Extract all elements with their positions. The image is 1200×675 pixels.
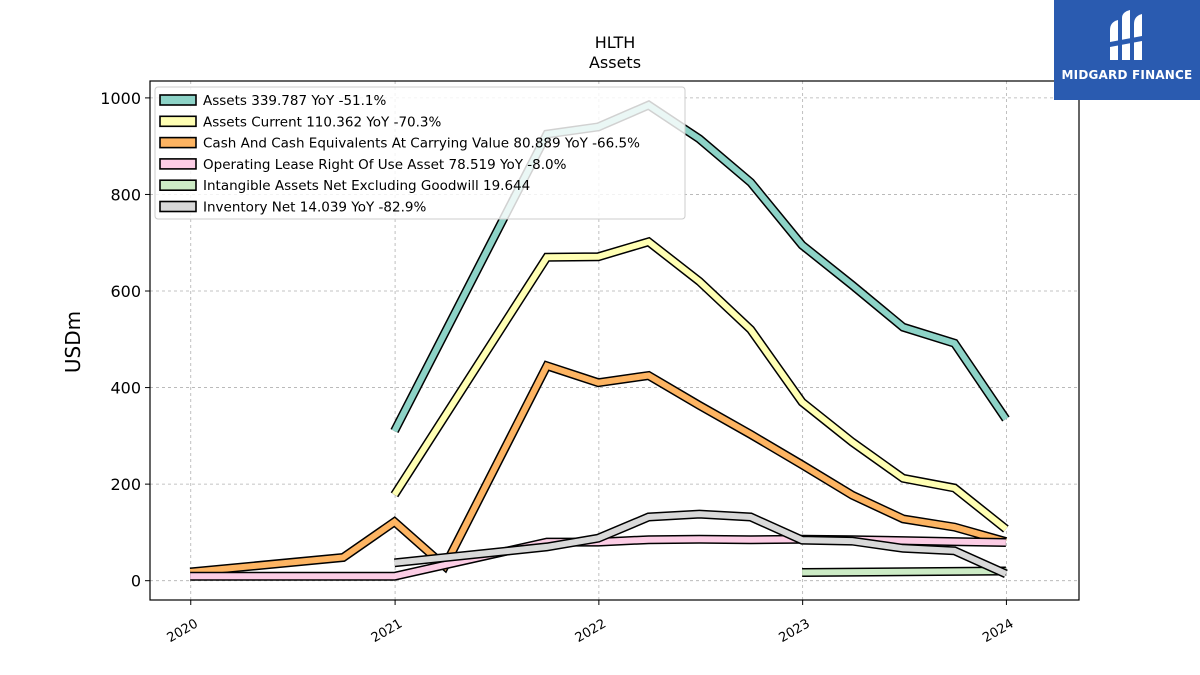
legend-swatch [159,200,197,213]
legend-swatch [159,179,197,191]
x-axis-ticks: 2020 2021 2022 2023 2024 [165,600,1016,646]
x-tick-label: 2023 [776,616,812,646]
chart-title: HLTH [595,33,636,52]
legend: Assets 339.787 YoY -51.1% Assets Current … [154,86,686,220]
y-tick-label: 600 [110,282,141,301]
series-line [394,511,1008,577]
y-tick-label: 800 [110,185,141,204]
x-tick-label: 2021 [369,616,405,646]
legend-item: Operating Lease Right Of Use Asset 78.51… [159,157,567,173]
x-tick-label: 2022 [573,616,609,646]
series-assets-current [390,236,1009,533]
series-inventory-net [394,509,1008,579]
legend-label: Assets Current 110.362 YoY -70.3% [203,114,442,130]
y-tick-label: 1000 [100,89,141,108]
x-tick-label: 2024 [980,616,1016,646]
x-tick-label: 2020 [165,616,201,646]
chart-subtitle: Assets [589,53,641,72]
legend-label: Assets 339.787 YoY -51.1% [203,93,387,109]
legend-swatch [159,115,197,128]
y-axis-label: USDm [61,311,85,373]
legend-swatch [159,136,197,149]
legend-label: Cash And Cash Equivalents At Carrying Va… [203,136,640,152]
series-line [802,568,1006,576]
series-intangible-assets-net-excluding-goodwill [802,566,1006,577]
series-cash-and-cash-equivalents-at-carrying-value [189,360,1008,577]
legend-label: Operating Lease Right Of Use Asset 78.51… [203,157,567,173]
legend-item: Intangible Assets Net Excluding Goodwill… [159,178,530,194]
y-tick-label: 400 [110,379,141,398]
legend-label: Inventory Net 14.039 YoY -82.9% [203,200,426,216]
midgard-logo-icon [1110,10,1142,60]
legend-swatch [159,94,197,106]
y-tick-label: 200 [110,475,141,494]
series-line [189,362,1007,575]
legend-swatch [159,158,197,170]
plot-frame [149,80,1080,601]
brand-name: MIDGARD FINANCE [1061,68,1193,82]
legend-item: Assets Current 110.362 YoY -70.3% [159,114,442,130]
midgard-finance-logo: MIDGARD FINANCE [1054,0,1200,100]
legend-item: Cash And Cash Equivalents At Carrying Va… [159,136,640,152]
legend-box [154,86,686,220]
legend-item: Assets 339.787 YoY -51.1% [159,93,387,109]
series-line [391,238,1008,532]
legend-item: Inventory Net 14.039 YoY -82.9% [159,200,426,216]
y-tick-label: 0 [131,572,141,591]
legend-label: Intangible Assets Net Excluding Goodwill… [203,178,530,194]
y-axis-ticks: 0 200 400 600 800 1000 [100,89,150,591]
